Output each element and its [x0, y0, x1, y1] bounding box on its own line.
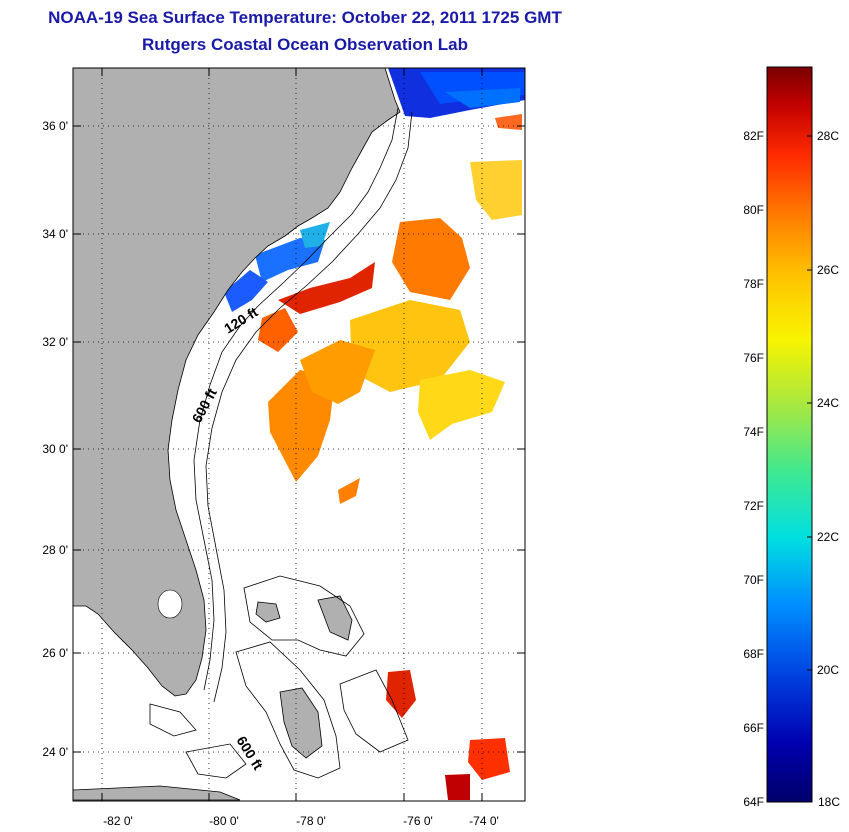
contour-600ft — [205, 111, 413, 703]
c-label: 26C — [817, 263, 839, 277]
lat-label: 34 0' — [42, 227, 68, 241]
contour-caribbean — [339, 669, 409, 753]
colorbar-celsius-labels: 28C 26C 24C 22C 20C 18C — [817, 129, 840, 809]
f-label: 70F — [743, 573, 764, 587]
lon-label: -76 0' — [403, 814, 433, 828]
map-gridlines — [73, 68, 525, 801]
f-label: 72F — [743, 499, 764, 513]
f-label: 80F — [743, 203, 764, 217]
c-label: 22C — [817, 530, 839, 544]
c-label: 28C — [817, 129, 839, 143]
contour-bahamas-outer — [243, 575, 365, 657]
lat-label: 32 0' — [42, 335, 68, 349]
colorbar-ticks — [807, 135, 812, 671]
map-border — [72, 67, 526, 802]
f-label: 74F — [743, 425, 764, 439]
colorbar-fahrenheit-labels: 82F 80F 78F 76F 74F 72F 70F 68F 66F 64F — [743, 129, 764, 809]
f-label: 78F — [743, 277, 764, 291]
c-label: 24C — [817, 396, 839, 410]
c-label: 18C — [818, 795, 840, 809]
map-title: NOAA-19 Sea Surface Temperature: October… — [48, 8, 562, 27]
lat-label: 24 0' — [42, 745, 68, 759]
contour-120ft — [193, 107, 399, 691]
temperature-colorbar: 82F 80F 78F 76F 74F 72F 70F 68F 66F 64F … — [743, 66, 840, 809]
f-label: 66F — [743, 721, 764, 735]
island-shape — [255, 601, 281, 623]
lat-label: 26 0' — [42, 646, 68, 660]
island-shape — [73, 785, 241, 801]
c-label: 20C — [817, 663, 839, 677]
lon-label: -74 0' — [469, 814, 499, 828]
colorbar-gradient — [766, 66, 813, 803]
latitude-labels: 36 0' 34 0' 32 0' 30 0' 28 0' 26 0' 24 0… — [42, 119, 68, 759]
lon-label: -78 0' — [296, 814, 326, 828]
lake-shape — [157, 589, 183, 619]
contour-bahamas-inner — [235, 641, 341, 779]
lat-label: 36 0' — [42, 119, 68, 133]
sst-data-layer — [224, 68, 525, 800]
map-subtitle: Rutgers Coastal Ocean Observation Lab — [142, 35, 468, 54]
f-label: 76F — [743, 351, 764, 365]
map-area: 120 ft 600 ft 600 ft — [73, 68, 525, 801]
land-mass — [73, 68, 401, 697]
bathymetry-contours — [149, 107, 413, 779]
f-label: 68F — [743, 647, 764, 661]
f-label: 82F — [743, 129, 764, 143]
f-label: 64F — [743, 795, 764, 809]
longitude-labels: -82 0' -80 0' -78 0' -76 0' -74 0' — [103, 814, 499, 828]
lon-label: -82 0' — [103, 814, 133, 828]
lat-label: 28 0' — [42, 543, 68, 557]
contour-keys — [149, 703, 197, 737]
lon-label: -80 0' — [209, 814, 239, 828]
contour-cuba-north — [185, 743, 247, 779]
lat-label: 30 0' — [42, 442, 68, 456]
map-frame-ticks — [73, 68, 525, 801]
